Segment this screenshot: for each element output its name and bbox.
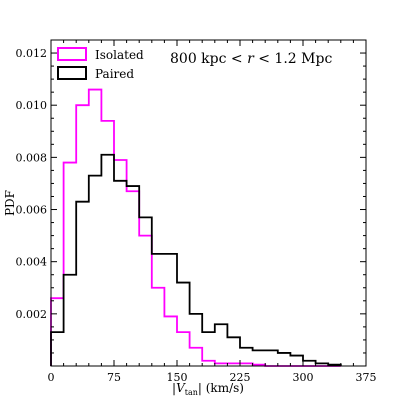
y-tick-label: 0.002 xyxy=(16,308,48,321)
x-axis-label: |Vtan| (km/s) xyxy=(172,381,244,397)
plot-area xyxy=(50,88,342,367)
x-tick-label: 225 xyxy=(230,371,251,384)
legend-label-paired: Paired xyxy=(95,67,134,81)
plot-frame xyxy=(50,39,367,367)
legend-swatch-isolated xyxy=(57,47,87,61)
x-tick-label: 300 xyxy=(293,371,314,384)
range-annotation: 800 kpc < r < 1.2 Mpc xyxy=(170,51,332,67)
axes: 0 75 150 225 300 375 0.002 0.004 0.006 0.008 0.010… xyxy=(16,40,377,384)
y-tick-label: 0.008 xyxy=(16,151,48,164)
y-tick-label: 0.004 xyxy=(16,256,48,269)
x-tick-label: 150 xyxy=(167,371,188,384)
x-tick-label: 0 xyxy=(48,371,55,384)
y-tick-label: 0.012 xyxy=(16,47,48,60)
legend: Isolated Paired xyxy=(57,47,144,81)
legend-label-isolated: Isolated xyxy=(95,48,144,62)
y-axis-label: PDF xyxy=(3,190,17,216)
x-tick-label: 375 xyxy=(356,371,377,384)
legend-swatch-paired xyxy=(57,66,87,80)
x-tick-label: 75 xyxy=(107,371,121,384)
histogram-series-isolated xyxy=(50,88,341,367)
y-tick-label: 0.006 xyxy=(16,204,48,217)
y-tick-label: 0.010 xyxy=(16,99,48,112)
histogram-series-paired xyxy=(50,153,342,366)
